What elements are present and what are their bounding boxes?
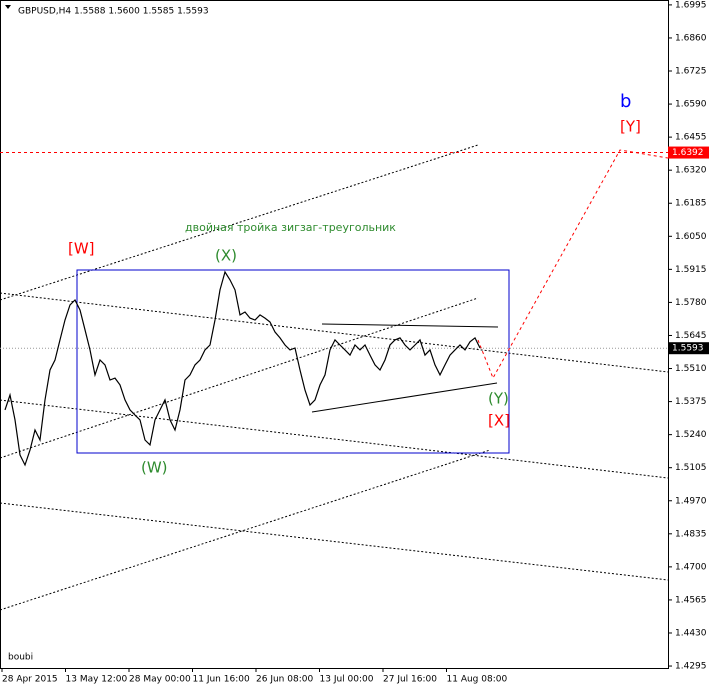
y-tick-label: 1.6590	[675, 100, 707, 110]
y-tick-label: 1.6995	[675, 0, 707, 10]
price-label-box	[668, 342, 709, 355]
y-tick-label: 1.6860	[675, 33, 707, 43]
y-tick-label: 1.5240	[675, 430, 707, 440]
triangle-line	[311, 382, 498, 413]
price-label-box	[668, 146, 709, 159]
y-tick-label: 1.6455	[675, 133, 707, 143]
y-tick-label: 1.4835	[675, 529, 707, 539]
wave-label: b	[620, 91, 631, 112]
wave-label: (Y)	[488, 390, 509, 408]
y-tick-label: 1.6320	[675, 166, 707, 176]
y-tick-label: 1.6185	[675, 199, 707, 209]
x-tick-label: 28 May 00:00	[129, 675, 191, 685]
wave-label: [Y]	[620, 118, 641, 136]
y-tick-label: 1.6725	[675, 67, 707, 77]
header: GBPUSD,H4 1.5588 1.5600 1.5585 1.5593	[18, 7, 209, 17]
trend-line	[0, 297, 479, 459]
x-tick-label: 28 Apr 2015	[2, 675, 58, 685]
watermark: boubi	[8, 653, 33, 663]
trend-line	[0, 399, 669, 479]
wave-label: (X)	[215, 247, 237, 265]
y-tick-label: 1.4295	[675, 662, 707, 672]
y-tick-label: 1.4970	[675, 496, 707, 506]
y-tick-label: 1.5510	[675, 364, 707, 374]
x-tick-label: 13 May 12:00	[66, 675, 128, 685]
price-line	[4, 270, 481, 467]
y-tick-label: 1.5105	[675, 463, 707, 473]
trend-line	[0, 449, 491, 611]
x-tick-label: 11 Aug 08:00	[447, 675, 508, 685]
x-tick-label: 26 Jun 08:00	[256, 675, 313, 685]
x-tick-label: 13 Jul 00:00	[320, 675, 374, 685]
trend-lines	[0, 144, 669, 611]
menu-arrow	[5, 5, 11, 9]
y-tick-label: 1.4565	[675, 595, 707, 605]
y-tick-label: 1.5375	[675, 397, 707, 407]
range-box	[76, 269, 510, 454]
trend-line	[0, 292, 669, 373]
y-tick-label: 1.4430	[675, 628, 707, 638]
y-tick-label: 1.5780	[675, 298, 707, 308]
x-tick-label: 27 Jul 16:00	[383, 675, 437, 685]
trend-line	[0, 502, 669, 581]
price-label: 1.6392	[672, 148, 704, 158]
x-tick-label: 11 Jun 16:00	[193, 675, 250, 685]
wave-label: [W]	[68, 240, 95, 258]
y-tick-label: 1.6050	[675, 232, 707, 242]
y-tick-label: 1.4700	[675, 562, 707, 572]
projection	[477, 149, 669, 380]
wave-label: [X]	[488, 412, 510, 430]
plot-frame	[0, 0, 669, 669]
y-tick-label: 1.5645	[675, 331, 707, 341]
wave-label: (W)	[141, 459, 168, 477]
subtitle: двойная тройка зигзаг-треугольник	[185, 221, 396, 234]
triangle-line	[321, 323, 499, 328]
price-label: 1.5593	[672, 344, 704, 354]
y-tick-label: 1.5915	[675, 265, 707, 275]
